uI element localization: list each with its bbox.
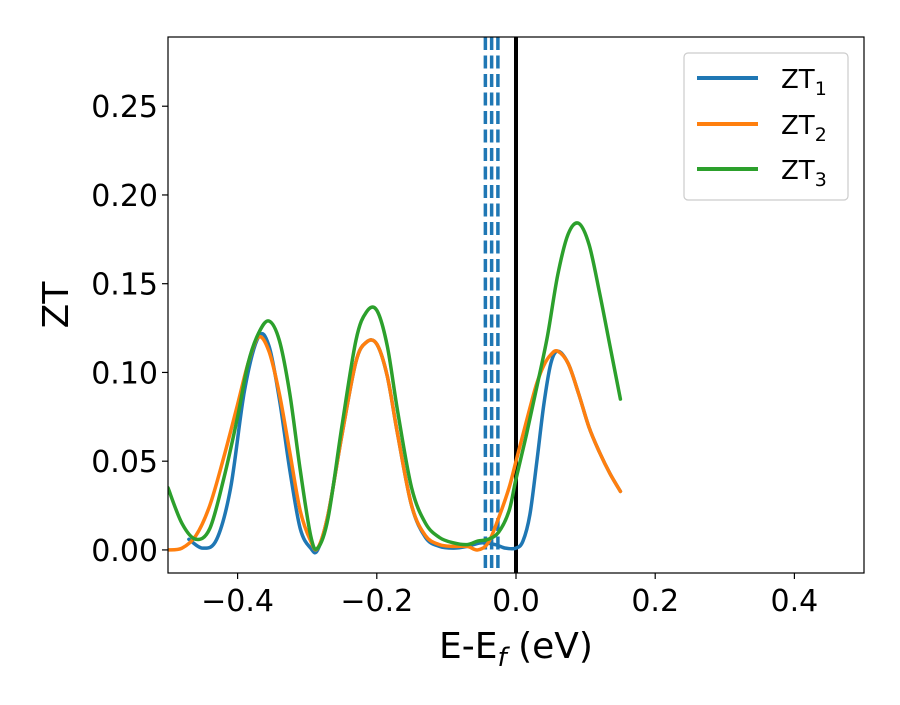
y-tick-label: 0.25	[91, 90, 158, 125]
legend-label-zt2: ZT2	[781, 111, 827, 146]
legend: ZT1 ZT2 ZT3	[683, 52, 849, 201]
y-tick-label: 0.00	[91, 534, 158, 569]
series-layer	[168, 221, 623, 555]
y-axis-ticks: 0.00 0.05 0.10 0.15 0.20 0.25	[91, 90, 168, 569]
x-tick-label: 0.0	[492, 584, 540, 619]
legend-label-zt1-sub: 1	[815, 78, 827, 100]
y-axis-title: ZT	[36, 281, 77, 329]
x-axis-ticks: −0.4 −0.2 0.0 0.2 0.4	[201, 573, 818, 619]
legend-label-zt2-main: ZT	[781, 111, 815, 141]
legend-label-zt3-main: ZT	[781, 156, 815, 186]
y-tick-label: 0.20	[91, 179, 158, 214]
legend-label-zt3-sub: 3	[815, 169, 827, 191]
legend-label-zt3: ZT3	[781, 156, 827, 191]
legend-label-zt2-sub: 2	[815, 124, 827, 146]
legend-label-zt1-main: ZT	[781, 65, 815, 95]
series-line-zt3	[168, 221, 623, 552]
legend-box	[683, 52, 849, 201]
y-tick-label: 0.10	[91, 356, 158, 391]
legend-label-zt1: ZT1	[781, 65, 827, 100]
x-axis-title-unit: (eV)	[507, 626, 593, 667]
x-tick-label: −0.2	[340, 584, 413, 619]
y-tick-label: 0.15	[91, 268, 158, 303]
x-axis-title-main: E-E	[439, 626, 497, 667]
x-tick-label: 0.4	[771, 584, 819, 619]
y-tick-label: 0.05	[91, 445, 158, 480]
x-tick-label: −0.4	[201, 584, 274, 619]
x-tick-label: 0.2	[631, 584, 679, 619]
x-axis-title: E-Ef (eV)	[439, 626, 593, 673]
